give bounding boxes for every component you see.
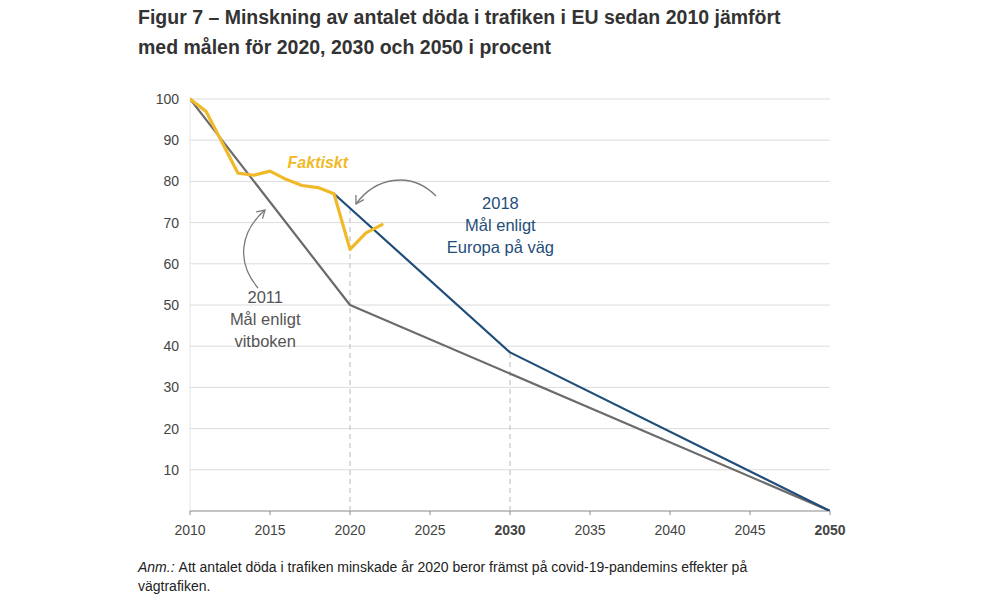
- y-tick-label: 60: [163, 256, 179, 272]
- grid-line: [190, 140, 830, 141]
- x-tick-label: 2020: [334, 522, 365, 538]
- series-label: 2018 Mål enligt Europa på väg: [447, 194, 554, 256]
- note-line: Att antalet döda i trafiken minskade år …: [179, 559, 748, 575]
- series-label-line: 2011: [247, 288, 282, 306]
- x-tick: [670, 511, 671, 515]
- title-line: med målen för 2020, 2030 och 2050 i proc…: [138, 36, 551, 58]
- y-tick-label: 80: [163, 173, 179, 189]
- x-tick-label: 2035: [574, 522, 605, 538]
- annotation-arrowhead: [256, 210, 265, 219]
- series-line: [190, 99, 830, 511]
- x-tick: [270, 511, 271, 515]
- chart: Figur 7 – Minskning av antalet döda i tr…: [0, 0, 1000, 600]
- x-tick-label: 2045: [734, 522, 765, 538]
- annotation-arrow: [244, 210, 265, 288]
- x-tick-label: 2015: [254, 522, 285, 538]
- title: Figur 7 – Minskning av antalet döda i tr…: [138, 6, 781, 58]
- grid-line: [190, 99, 830, 100]
- x-tick: [510, 511, 511, 515]
- x-tick: [430, 511, 431, 515]
- series-label-line: Faktiskt: [288, 154, 349, 171]
- plot-area: [190, 99, 830, 511]
- reference-line: [509, 352, 510, 511]
- x-tick-label: 2030: [494, 522, 525, 538]
- x-tick-label: 2040: [654, 522, 685, 538]
- x-tick-label: 2050: [814, 522, 845, 538]
- y-tick-label: 20: [163, 421, 179, 437]
- note-label: Anm.:: [137, 559, 175, 575]
- grid-line: [190, 263, 830, 264]
- annotation-arrowhead: [356, 195, 364, 204]
- x-tick: [190, 511, 191, 515]
- note: Anm.:Att antalet döda i trafiken minskad…: [137, 559, 747, 594]
- series-label: 2011 Mål enligt vitboken: [230, 288, 301, 350]
- reference-line: [349, 208, 350, 511]
- x-tick: [830, 511, 831, 515]
- y-tick-label: 90: [163, 132, 179, 148]
- series-label: Faktiskt: [288, 154, 349, 171]
- note-line: vägtrafiken.: [138, 578, 210, 594]
- y-tick-label: 40: [163, 338, 179, 354]
- series-label-line: 2018: [482, 194, 519, 212]
- y-tick-label: 10: [163, 462, 179, 478]
- y-tick-label: 30: [163, 379, 179, 395]
- series-label-line: vitboken: [234, 332, 295, 350]
- y-tick-label: 100: [156, 91, 180, 107]
- x-tick: [590, 511, 591, 515]
- series-label-line: Mål enligt: [465, 216, 536, 234]
- series-line: [190, 99, 382, 249]
- series-line: [334, 194, 830, 511]
- grid-line: [190, 305, 830, 306]
- y-tick-label: 50: [163, 297, 179, 313]
- x-tick: [350, 511, 351, 515]
- grid-line: [190, 387, 830, 388]
- x-tick: [750, 511, 751, 515]
- x-tick-label: 2010: [174, 522, 205, 538]
- y-axis-line: [190, 99, 191, 511]
- note-text: Att antalet döda i trafiken minskade år …: [138, 559, 747, 594]
- x-tick-label: 2025: [414, 522, 445, 538]
- series-label-line: Europa på väg: [447, 238, 554, 256]
- series-label-line: Mål enligt: [230, 310, 301, 328]
- grid: [190, 99, 830, 470]
- title-line: Figur 7 – Minskning av antalet döda i tr…: [138, 6, 781, 28]
- y-tick-label: 70: [163, 215, 179, 231]
- annotation-arrow: [356, 180, 436, 204]
